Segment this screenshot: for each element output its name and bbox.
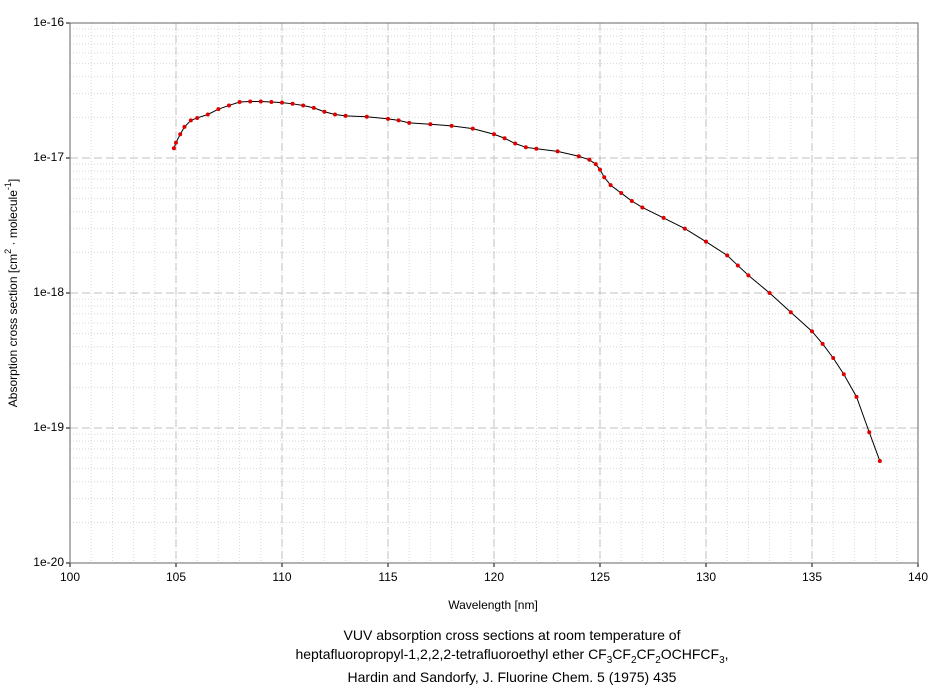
data-point	[523, 145, 528, 150]
data-point	[725, 253, 730, 258]
data-point	[333, 112, 337, 117]
data-point	[188, 118, 193, 123]
data-point	[619, 191, 624, 196]
data-point	[216, 107, 221, 112]
caption-line: VUV absorption cross sections at room te…	[344, 627, 681, 643]
data-point	[682, 226, 687, 231]
x-axis-label: Wavelength [nm]	[448, 598, 538, 612]
x-tick-label: 140	[908, 570, 928, 584]
data-point	[502, 136, 507, 141]
y-tick-label: 1e-16	[33, 15, 64, 29]
data-point	[587, 157, 592, 162]
data-point	[396, 118, 401, 123]
x-tick-label: 120	[484, 570, 504, 584]
data-point	[182, 124, 187, 129]
data-point	[831, 356, 836, 361]
data-point	[704, 239, 708, 244]
data-point	[174, 140, 178, 145]
data-point	[311, 105, 316, 110]
data-point	[661, 215, 666, 220]
x-tick-label: 115	[378, 570, 397, 584]
data-point	[428, 122, 433, 127]
data-point	[205, 112, 210, 117]
data-point	[854, 394, 859, 399]
data-point	[492, 132, 496, 137]
data-point	[280, 100, 284, 105]
data-point	[534, 146, 539, 151]
data-point	[386, 116, 390, 121]
data-point	[810, 329, 814, 334]
data-point	[593, 162, 598, 167]
data-point	[178, 132, 183, 137]
data-point	[746, 273, 751, 278]
data-point	[555, 149, 560, 154]
plot-border	[69, 22, 919, 564]
y-tick-label: 1e-17	[33, 150, 64, 164]
data-point	[735, 263, 740, 268]
data-point	[470, 126, 475, 131]
data-point	[598, 167, 602, 172]
data-point	[269, 99, 274, 104]
data-point	[576, 154, 581, 159]
data-point	[820, 341, 825, 346]
data-point	[407, 120, 412, 125]
data-point	[301, 103, 306, 108]
data-point	[227, 103, 231, 108]
x-tick-label: 125	[590, 570, 610, 584]
data-point	[877, 458, 882, 463]
data-point	[767, 291, 772, 295]
y-tick-label: 1e-19	[33, 420, 64, 434]
x-tick-label: 110	[272, 570, 291, 584]
data-point	[602, 175, 607, 180]
caption-line: heptafluoropropyl-1,2,2,2-tetrafluoroeth…	[295, 646, 728, 666]
data-point	[290, 101, 295, 106]
data-point	[513, 141, 518, 146]
data-point	[841, 372, 846, 377]
data-point	[788, 310, 793, 315]
x-tick-label: 130	[696, 570, 716, 584]
y-tick-label: 1e-20	[33, 555, 64, 569]
data-point	[248, 99, 253, 104]
x-tick-label: 100	[60, 570, 80, 584]
data-point	[322, 109, 327, 114]
data-point	[195, 115, 200, 120]
data-point	[171, 146, 176, 151]
x-tick-label: 105	[166, 570, 186, 584]
data-point	[364, 114, 369, 119]
data-point	[608, 183, 613, 188]
caption-line: Hardin and Sandorfy, J. Fluorine Chem. 5…	[348, 669, 677, 685]
x-tick-label: 135	[802, 570, 822, 584]
data-point	[629, 199, 634, 204]
data-point	[258, 99, 263, 104]
data-point	[343, 113, 348, 118]
data-point	[449, 123, 454, 128]
data-point	[237, 99, 242, 104]
y-tick-label: 1e-18	[33, 285, 64, 299]
data-point	[640, 205, 645, 210]
y-axis-label: Absorption cross section [cm2 · molecule…	[3, 179, 20, 407]
data-point	[867, 430, 872, 435]
